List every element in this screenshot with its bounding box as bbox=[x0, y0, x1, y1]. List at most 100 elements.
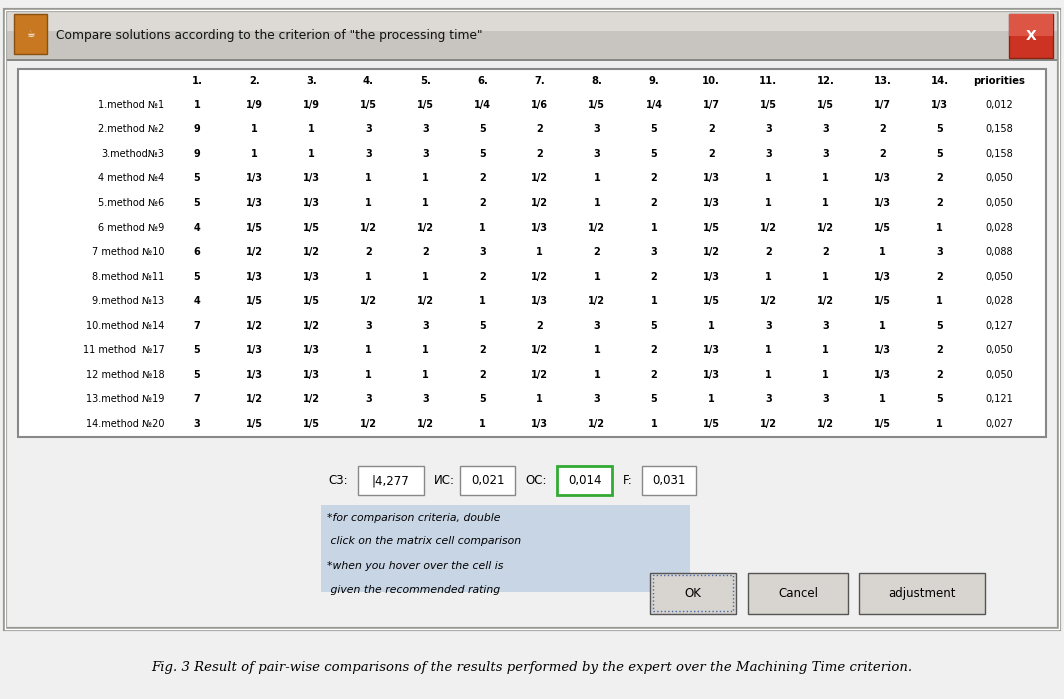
Text: |4,277: |4,277 bbox=[372, 474, 410, 487]
Text: 5: 5 bbox=[194, 198, 200, 208]
Text: 2: 2 bbox=[651, 173, 658, 183]
Bar bbox=[397, 240, 454, 264]
Bar bbox=[854, 387, 911, 412]
Bar bbox=[568, 338, 626, 363]
Bar bbox=[339, 191, 397, 215]
Bar bbox=[397, 142, 454, 166]
Text: 1/6: 1/6 bbox=[531, 100, 548, 110]
Text: 1/2: 1/2 bbox=[817, 222, 834, 233]
Bar bbox=[397, 289, 454, 313]
Text: 6 method №9: 6 method №9 bbox=[98, 222, 164, 233]
Bar bbox=[626, 215, 683, 240]
Text: 0,031: 0,031 bbox=[652, 474, 685, 487]
Text: 1/3: 1/3 bbox=[874, 173, 891, 183]
Bar bbox=[683, 313, 739, 338]
Bar bbox=[683, 215, 739, 240]
Bar bbox=[911, 215, 968, 240]
Bar bbox=[168, 92, 226, 117]
Text: 1/3: 1/3 bbox=[931, 100, 948, 110]
Text: Fig. 3 Result of pair-wise comparisons of the results performed by the expert ov: Fig. 3 Result of pair-wise comparisons o… bbox=[151, 661, 913, 674]
Text: 1/3: 1/3 bbox=[874, 198, 891, 208]
Bar bbox=[1030, 70, 1044, 436]
Text: 0,014: 0,014 bbox=[568, 474, 601, 487]
Bar bbox=[797, 142, 854, 166]
Text: 0,050: 0,050 bbox=[985, 173, 1013, 183]
Text: 3: 3 bbox=[365, 394, 371, 404]
Text: 1/3: 1/3 bbox=[702, 272, 719, 282]
Bar bbox=[511, 215, 568, 240]
Bar bbox=[339, 166, 397, 191]
Bar bbox=[339, 338, 397, 363]
Text: 2: 2 bbox=[651, 198, 658, 208]
Bar bbox=[797, 215, 854, 240]
Bar bbox=[283, 92, 339, 117]
Bar bbox=[968, 264, 1030, 289]
Bar bbox=[911, 412, 968, 436]
Bar bbox=[797, 191, 854, 215]
Text: 1/5: 1/5 bbox=[874, 419, 891, 428]
Text: 3: 3 bbox=[422, 149, 429, 159]
Bar bbox=[226, 240, 283, 264]
Bar bbox=[226, 191, 283, 215]
Text: 1/9: 1/9 bbox=[303, 100, 320, 110]
Text: 1/2: 1/2 bbox=[760, 222, 777, 233]
Bar bbox=[168, 117, 226, 142]
Bar bbox=[568, 289, 626, 313]
Bar bbox=[642, 466, 696, 496]
Bar bbox=[20, 166, 168, 191]
Text: 4 method №4: 4 method №4 bbox=[98, 173, 164, 183]
Text: 1: 1 bbox=[765, 370, 771, 380]
Bar bbox=[739, 215, 797, 240]
Bar bbox=[283, 289, 339, 313]
Bar bbox=[454, 313, 511, 338]
Text: 1: 1 bbox=[822, 345, 829, 355]
Text: 1/2: 1/2 bbox=[417, 222, 434, 233]
Bar bbox=[797, 363, 854, 387]
Bar bbox=[911, 363, 968, 387]
Bar bbox=[20, 363, 168, 387]
Text: 1/2: 1/2 bbox=[303, 394, 320, 404]
Bar bbox=[968, 289, 1030, 313]
Text: 2: 2 bbox=[422, 247, 429, 257]
Text: 2: 2 bbox=[479, 198, 486, 208]
Bar bbox=[797, 289, 854, 313]
Bar bbox=[397, 363, 454, 387]
Text: 1/7: 1/7 bbox=[874, 100, 891, 110]
Bar bbox=[339, 363, 397, 387]
Bar bbox=[911, 166, 968, 191]
Text: 3: 3 bbox=[765, 321, 771, 331]
Text: 1/2: 1/2 bbox=[417, 296, 434, 306]
Bar bbox=[854, 338, 911, 363]
Bar bbox=[739, 363, 797, 387]
Bar bbox=[511, 166, 568, 191]
Bar bbox=[739, 191, 797, 215]
Text: 10.method №14: 10.method №14 bbox=[86, 321, 164, 331]
Bar bbox=[1030, 70, 1044, 85]
Bar bbox=[397, 412, 454, 436]
Text: 2: 2 bbox=[879, 149, 886, 159]
Bar bbox=[683, 166, 739, 191]
Bar bbox=[18, 69, 1046, 438]
Text: 14.method №20: 14.method №20 bbox=[86, 419, 164, 428]
Bar bbox=[5, 59, 1059, 62]
Bar bbox=[683, 191, 739, 215]
Bar bbox=[797, 412, 854, 436]
Text: 2.method №2: 2.method №2 bbox=[98, 124, 164, 134]
Text: 3: 3 bbox=[365, 149, 371, 159]
Bar bbox=[626, 166, 683, 191]
Bar bbox=[739, 117, 797, 142]
Bar bbox=[168, 412, 226, 436]
Bar bbox=[20, 92, 168, 117]
Text: 13.method №19: 13.method №19 bbox=[86, 394, 164, 404]
Text: 1/2: 1/2 bbox=[246, 247, 263, 257]
Text: 1/2: 1/2 bbox=[303, 321, 320, 331]
Bar bbox=[739, 289, 797, 313]
Text: 1: 1 bbox=[879, 321, 886, 331]
Text: 1: 1 bbox=[822, 173, 829, 183]
Bar bbox=[283, 412, 339, 436]
Bar bbox=[511, 264, 568, 289]
Bar bbox=[911, 191, 968, 215]
Bar bbox=[748, 573, 848, 614]
Text: 1/3: 1/3 bbox=[702, 173, 719, 183]
Bar bbox=[283, 338, 339, 363]
